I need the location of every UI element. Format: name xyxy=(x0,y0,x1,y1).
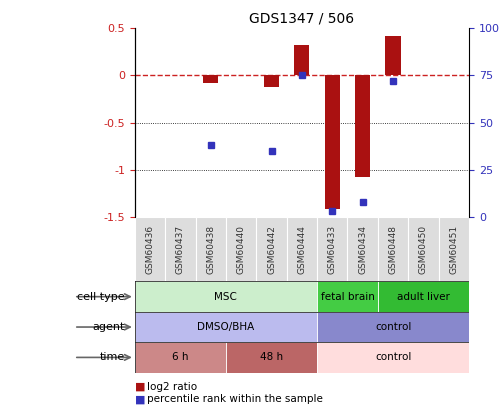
Bar xyxy=(256,217,287,281)
Bar xyxy=(135,312,317,342)
Bar xyxy=(378,281,469,312)
Text: ■: ■ xyxy=(135,394,145,404)
Text: GSM60444: GSM60444 xyxy=(297,225,306,273)
Text: percentile rank within the sample: percentile rank within the sample xyxy=(147,394,323,404)
Text: GSM60448: GSM60448 xyxy=(389,225,398,273)
Bar xyxy=(135,217,165,281)
Text: DMSO/BHA: DMSO/BHA xyxy=(197,322,254,332)
Bar xyxy=(317,217,347,281)
Bar xyxy=(226,342,317,373)
Text: MSC: MSC xyxy=(215,292,238,302)
Text: log2 ratio: log2 ratio xyxy=(147,382,197,392)
Title: GDS1347 / 506: GDS1347 / 506 xyxy=(250,12,354,26)
Bar xyxy=(294,45,309,75)
Text: control: control xyxy=(375,322,411,332)
Bar xyxy=(203,75,218,83)
Text: fetal brain: fetal brain xyxy=(320,292,374,302)
Text: time: time xyxy=(99,352,125,362)
Bar xyxy=(287,217,317,281)
Text: GSM60436: GSM60436 xyxy=(145,224,154,274)
Bar xyxy=(264,75,279,87)
Text: 48 h: 48 h xyxy=(260,352,283,362)
Text: ■: ■ xyxy=(135,382,145,392)
Text: GSM60434: GSM60434 xyxy=(358,225,367,273)
Text: cell type: cell type xyxy=(77,292,125,302)
Bar xyxy=(385,36,401,75)
Bar xyxy=(317,312,469,342)
Bar xyxy=(317,342,469,373)
Bar xyxy=(165,217,196,281)
Bar xyxy=(196,217,226,281)
Text: control: control xyxy=(375,352,411,362)
Bar xyxy=(135,281,317,312)
Text: GSM60433: GSM60433 xyxy=(328,224,337,274)
Bar xyxy=(325,75,340,209)
Text: GSM60438: GSM60438 xyxy=(206,224,215,274)
Bar xyxy=(317,281,378,312)
Text: GSM60442: GSM60442 xyxy=(267,225,276,273)
Bar xyxy=(135,342,226,373)
Text: GSM60451: GSM60451 xyxy=(450,224,459,274)
Text: GSM60450: GSM60450 xyxy=(419,224,428,274)
Text: 6 h: 6 h xyxy=(172,352,189,362)
Bar xyxy=(378,217,408,281)
Text: GSM60440: GSM60440 xyxy=(237,225,246,273)
Text: adult liver: adult liver xyxy=(397,292,450,302)
Text: agent: agent xyxy=(92,322,125,332)
Bar xyxy=(226,217,256,281)
Bar xyxy=(439,217,469,281)
Bar xyxy=(408,217,439,281)
Bar xyxy=(355,75,370,177)
Bar xyxy=(347,217,378,281)
Text: GSM60437: GSM60437 xyxy=(176,224,185,274)
